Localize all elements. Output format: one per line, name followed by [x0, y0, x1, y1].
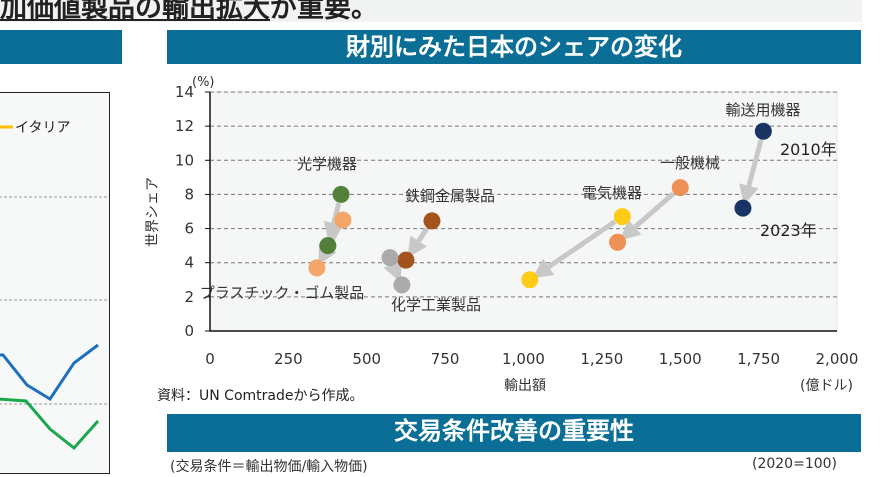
legend-label-italy: イタリア — [15, 120, 70, 136]
plot-area — [209, 91, 838, 332]
y-tick-label: 14 — [175, 83, 194, 101]
series-label: 化学工業製品 — [391, 296, 481, 314]
next-section-base: (2020=100) — [752, 456, 838, 472]
summary-text: 加価値製品の輸出拡大が重要。 — [0, 0, 378, 25]
point-2010 — [671, 179, 689, 197]
summary-rest: が重要。 — [270, 0, 378, 24]
next-section-subtitle: (交易条件＝輸出物価/輸入物価) — [170, 459, 368, 475]
change-arrow — [323, 202, 344, 243]
change-arrow — [407, 227, 430, 258]
point-2010 — [423, 212, 441, 230]
y-axis-label: 世界シェア — [145, 177, 161, 247]
annotation-2023: 2023年 — [760, 221, 817, 240]
y-tick-label: 10 — [175, 151, 194, 169]
left-series-blue — [0, 343, 99, 402]
point-2023 — [521, 271, 539, 289]
change-arrow — [739, 139, 764, 206]
share-scatter-chart: 0 2 4 6 8 10 12 14 0 250 500 750 1,000 1,250 1,500 1,75… — [145, 75, 859, 404]
x-tick-label: 2,000 — [816, 350, 859, 368]
point-2023 — [609, 233, 627, 251]
y-tick-label: 12 — [175, 117, 194, 135]
point-2010 — [754, 122, 772, 140]
x-axis-label: 輸出額 — [504, 378, 546, 394]
point-2023 — [734, 199, 752, 217]
series-label: プラスチック・ゴム製品 — [200, 284, 364, 302]
left-chart-svg: イタリア — [0, 120, 107, 451]
y-tick-label: 2 — [184, 288, 194, 306]
point-2023 — [393, 276, 411, 294]
y-tick-label: 6 — [184, 220, 194, 238]
left-chart: イタリア — [0, 92, 110, 474]
series-label: 鉄鋼金属製品 — [405, 187, 495, 205]
x-tick-label: 500 — [352, 350, 381, 368]
change-arrow — [383, 259, 402, 283]
point-2010 — [381, 249, 399, 267]
source-note: 資料：UN Comtradeから作成。 — [157, 388, 363, 404]
y-unit: (%) — [192, 75, 215, 90]
x-tick-label: 250 — [274, 350, 303, 368]
series-label: 一般機械 — [660, 154, 720, 172]
x-tick-label: 1,000 — [502, 350, 545, 368]
x-tick-label: 1,250 — [580, 350, 623, 368]
point-2010 — [332, 185, 350, 203]
point-2023 — [308, 259, 326, 277]
section-title: 財別にみた日本のシェアの変化 — [167, 30, 861, 64]
left-section-header — [0, 30, 122, 64]
point-2010 — [334, 211, 352, 229]
left-series-green — [0, 397, 100, 451]
y-tick-label: 8 — [184, 185, 194, 203]
series-label: 電気機器 — [582, 184, 642, 202]
change-arrow — [619, 191, 676, 241]
y-tick-label: 0 — [184, 322, 194, 340]
x-tick-label: 1,750 — [737, 350, 780, 368]
y-tick-label: 4 — [184, 254, 194, 272]
next-section-title: 交易条件改善の重要性 — [167, 414, 861, 452]
series-label: 光学機器 — [297, 155, 357, 173]
x-tick-label: 750 — [431, 350, 460, 368]
summary-underlined: 加価値製品の輸出拡大 — [0, 0, 270, 24]
x-unit: (億ドル) — [800, 378, 853, 394]
point-2010 — [613, 208, 631, 226]
point-2023 — [397, 251, 415, 269]
x-tick-label: 1,500 — [659, 350, 702, 368]
change-arrow — [318, 226, 341, 266]
series-label: 輸送用機器 — [725, 101, 800, 119]
point-2023 — [319, 237, 337, 255]
summary-banner: 加価値製品の輸出拡大が重要。 — [0, 0, 862, 25]
x-tick-label: 0 — [205, 350, 215, 368]
change-arrow — [532, 219, 617, 279]
annotation-2010: 2010年 — [780, 140, 837, 159]
